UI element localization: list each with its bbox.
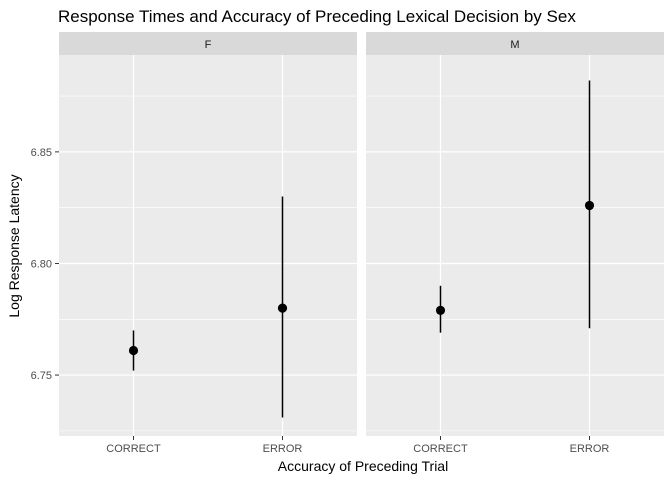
x-tick-label-error-m: ERROR (570, 443, 610, 455)
x-tick-label-correct-m: CORRECT (413, 443, 468, 455)
facet-panel-f: F CORRECT ERROR (59, 32, 357, 455)
strip-label-f: F (205, 39, 212, 51)
x-tick-label-correct-f: CORRECT (106, 443, 161, 455)
y-axis: 6.75 6.80 6.85 (31, 147, 59, 382)
chart-title: Response Times and Accuracy of Preceding… (58, 7, 576, 26)
y-tick-label: 6.85 (31, 147, 52, 159)
strip-m (366, 32, 664, 55)
point-f-error (277, 303, 288, 313)
facet-panel-m: M CORRECT ERROR (366, 32, 664, 455)
y-axis-label: Log Response Latency (6, 174, 22, 317)
strip-f (59, 32, 357, 55)
point-f-correct (128, 345, 139, 356)
facet-panels: F CORRECT ERROR M CORRECT ERROR (59, 32, 664, 455)
strip-label-m: M (510, 39, 519, 51)
x-axis-label: Accuracy of Preceding Trial (278, 458, 448, 474)
y-tick-label: 6.75 (31, 370, 52, 382)
panel-background-m (366, 55, 664, 436)
point-m-correct (435, 305, 446, 315)
y-tick-label: 6.80 (31, 258, 52, 270)
point-m-error (584, 200, 595, 211)
panel-background-f (59, 55, 357, 436)
x-tick-label-error-f: ERROR (263, 443, 303, 455)
